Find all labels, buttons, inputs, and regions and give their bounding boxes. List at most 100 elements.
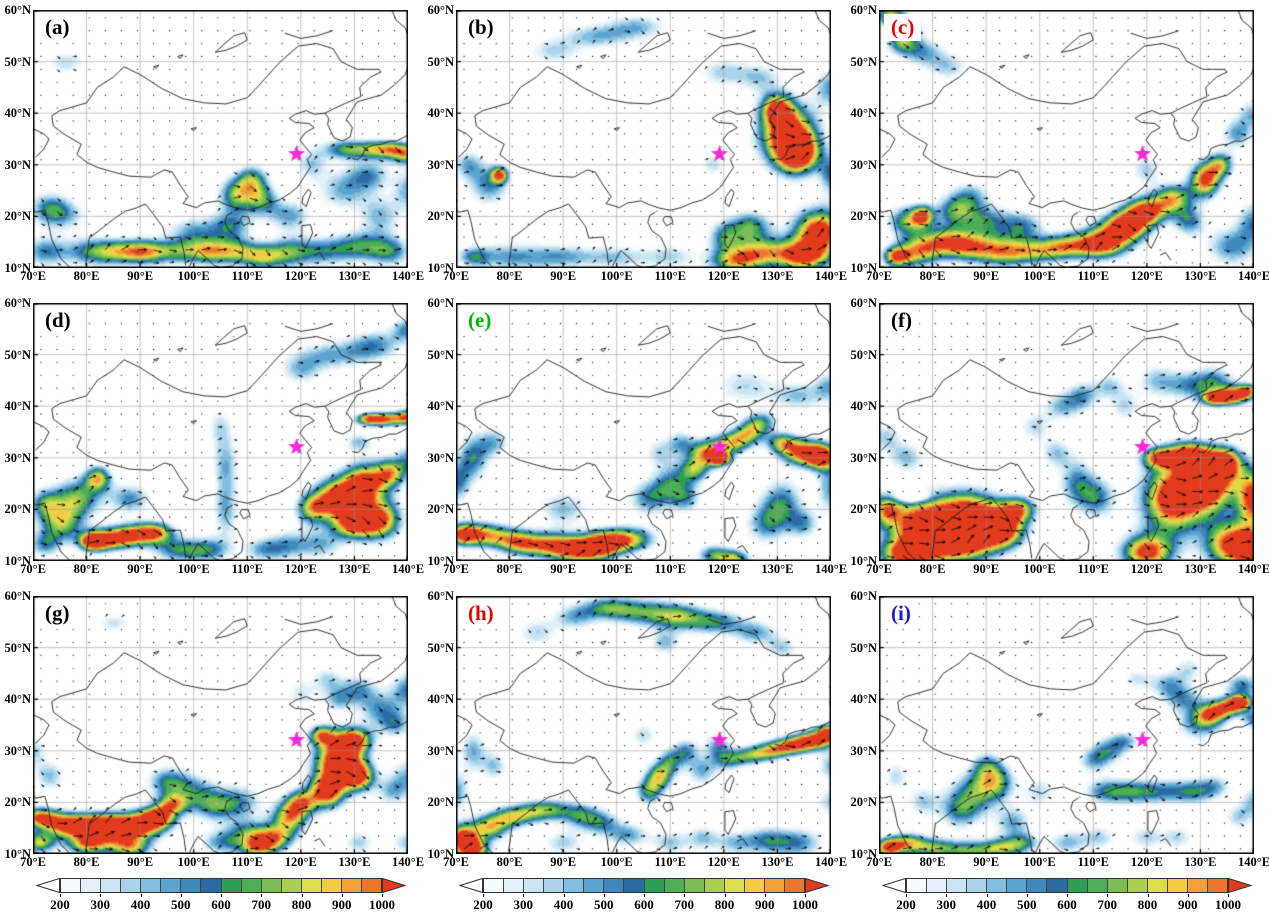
map-canvas-h (456, 596, 831, 854)
colorbar-cell-2 (947, 879, 968, 892)
lon-tick-label: 100°E (600, 269, 633, 283)
lon-tick-label: 130°E (338, 562, 371, 576)
lon-tick-label: 110°E (654, 855, 686, 869)
colorbar-cell-8 (644, 879, 665, 892)
lon-tick-label: 90°E (973, 855, 1000, 869)
colorbar-cell-4 (987, 879, 1008, 892)
lat-tick-label: 20°N (850, 209, 877, 224)
lon-tick-label: 80°E (73, 269, 100, 283)
colorbar-tick-label: 500 (1017, 897, 1037, 912)
lat-tick-label: 30°N (4, 157, 31, 172)
colorbar-cell-3 (544, 879, 565, 892)
colorbar-tick (140, 894, 142, 897)
panel-label-e: (e) (461, 307, 499, 334)
lon-tick-label: 90°E (550, 855, 577, 869)
colorbar-cell-5 (584, 879, 605, 892)
map-plot-a: (a) (33, 10, 408, 268)
map-canvas-a (33, 10, 408, 268)
lat-tick-label: 10°N (4, 847, 31, 861)
lon-tick-label: 70°E (866, 855, 892, 869)
lon-tick-label: 100°E (600, 562, 633, 576)
lat-tick-label: 60°N (4, 3, 31, 17)
panel-label-d: (d) (38, 307, 78, 334)
colorbar-tick-label: 300 (936, 897, 957, 912)
colorbar-tick-label: 600 (1057, 897, 1077, 912)
map-panel-a: 60°N 50°N 40°N 30°N 20°N 10°N 70°E 80°E 90°E 100°… (0, 2, 424, 294)
lon-tick-label: 110°E (231, 269, 263, 283)
lat-tick-label: 40°N (850, 399, 877, 414)
colorbar-tick (180, 894, 182, 897)
lon-tick-label: 80°E (919, 562, 946, 576)
lon-tick-label: 100°E (177, 855, 210, 869)
lon-tick-label: 110°E (1077, 269, 1109, 283)
colorbar-over-arrow (1228, 877, 1253, 894)
panel-label-f: (f) (884, 307, 919, 334)
colorbar-tick-label: 200 (896, 897, 916, 912)
lon-tick-label: 100°E (1023, 562, 1056, 576)
lon-tick-label: 130°E (761, 855, 794, 869)
map-panel-i: 60°N 50°N 40°N 30°N 20°N 10°N 70°E 80°E 90°E 100°… (846, 588, 1269, 880)
colorbar-tick (1228, 894, 1229, 897)
colorbar-cell-5 (161, 879, 182, 892)
colorbar-cell-15 (361, 879, 381, 892)
colorbar-cells (906, 878, 1228, 893)
lon-tick-label: 70°E (866, 269, 892, 283)
panel-label-h: (h) (461, 600, 501, 627)
colorbar-tick (603, 894, 605, 897)
lon-tick-label: 100°E (1023, 855, 1056, 869)
lat-tick-label: 40°N (4, 692, 31, 707)
lat-tick-label: 50°N (850, 54, 877, 69)
lat-tick-label: 20°N (427, 795, 454, 810)
lat-tick-label: 20°N (4, 209, 31, 224)
colorbar-tick (764, 894, 766, 897)
lon-tick-label: 110°E (654, 562, 686, 576)
colorbar-cell-12 (1147, 879, 1168, 892)
lon-tick-label: 140°E (1237, 855, 1269, 869)
panel-label-i: (i) (884, 600, 918, 627)
lon-tick-label: 110°E (231, 855, 263, 869)
colorbar-cell-0 (61, 879, 82, 892)
colorbar-tick-label: 900 (332, 897, 352, 912)
map-plot-c: (c) (879, 10, 1254, 268)
lon-tick-label: 130°E (761, 562, 794, 576)
lon-tick-label: 80°E (496, 269, 523, 283)
lon-tick-label: 80°E (73, 855, 100, 869)
colorbar-tick (906, 894, 907, 897)
colorbar-tick-label: 300 (90, 897, 111, 912)
lat-tick-label: 30°N (427, 157, 454, 172)
lat-tick-label: 30°N (4, 743, 31, 758)
lat-tick-label: 20°N (4, 795, 31, 810)
colorbar-cell-6 (604, 879, 625, 892)
lat-tick-label: 50°N (850, 347, 877, 362)
lon-tick-label: 90°E (973, 562, 1000, 576)
colorbar-cell-7 (1047, 879, 1068, 892)
lat-tick-label: 10°N (850, 554, 877, 568)
colorbar-tick (261, 894, 263, 897)
colorbar-tick (523, 894, 525, 897)
map-canvas-f (879, 303, 1254, 561)
colorbar-cell-3 (121, 879, 142, 892)
lat-tick-label: 60°N (4, 296, 31, 310)
colorbar-cell-15 (1207, 879, 1227, 892)
lat-tick-label: 40°N (4, 106, 31, 121)
lat-tick-label: 10°N (4, 554, 31, 568)
colorbar-cell-0 (484, 879, 505, 892)
colorbar-tick-label: 800 (291, 897, 312, 912)
colorbar-cell-14 (1187, 879, 1208, 892)
lon-tick-label: 70°E (443, 855, 469, 869)
lon-tick-label: 90°E (973, 269, 1000, 283)
colorbar-cell-9 (1087, 879, 1108, 892)
lat-tick-label: 40°N (4, 399, 31, 414)
map-plot-g: (g) (33, 596, 408, 854)
lon-tick-label: 130°E (761, 269, 794, 283)
lon-tick-label: 140°E (1237, 562, 1269, 576)
colorbar-tick (1067, 894, 1068, 897)
map-plot-d: (d) (33, 303, 408, 561)
colorbar-cell-2 (101, 879, 122, 892)
colorbar-cell-8 (1067, 879, 1088, 892)
colorbar-tick-label: 1000 (1215, 897, 1241, 912)
colorbar-tick (986, 894, 988, 897)
lon-tick-label: 70°E (443, 562, 469, 576)
colorbar-tick-label: 1000 (369, 897, 395, 912)
lon-tick-label: 90°E (550, 562, 577, 576)
